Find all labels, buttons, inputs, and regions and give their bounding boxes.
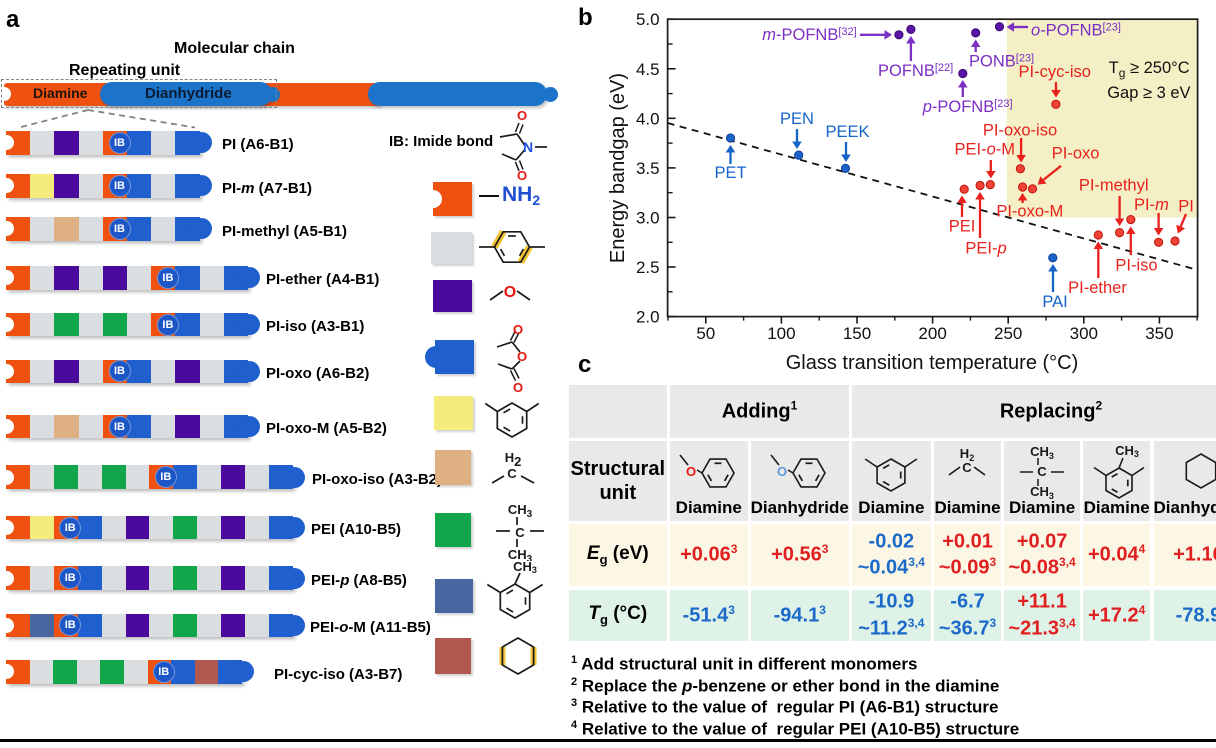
svg-text:PI-ether: PI-ether [1068, 279, 1127, 297]
svg-text:2.5: 2.5 [636, 258, 660, 277]
svg-text:PI-methyl: PI-methyl [1079, 177, 1149, 195]
svg-text:PEI-o-M: PEI-o-M [955, 141, 1016, 159]
svg-text:Glass transition temperature (: Glass transition temperature (°C) [786, 352, 1079, 374]
svg-text:PI-oxo: PI-oxo [1052, 145, 1100, 163]
svg-text:N: N [523, 139, 533, 155]
svg-text:4.5: 4.5 [636, 60, 660, 79]
svg-text:H2: H2 [505, 450, 522, 469]
svg-text:O: O [513, 380, 523, 395]
svg-text:PET: PET [714, 164, 746, 182]
svg-text:O: O [777, 464, 787, 479]
svg-text:m-POFNB[32]: m-POFNB[32] [762, 26, 856, 44]
svg-text:150: 150 [843, 324, 871, 343]
svg-text:Energy bandgap (eV): Energy bandgap (eV) [607, 73, 629, 263]
svg-text:C: C [962, 460, 972, 475]
svg-text:3.0: 3.0 [636, 209, 660, 228]
svg-text:o-POFNB[23]: o-POFNB[23] [1031, 22, 1121, 40]
svg-text:CH3: CH3 [1030, 445, 1054, 461]
svg-text:PEI: PEI [949, 218, 976, 236]
svg-text:CH3: CH3 [508, 502, 533, 520]
svg-text:O: O [517, 168, 527, 183]
svg-text:300: 300 [1070, 324, 1098, 343]
svg-text:CH3: CH3 [1030, 484, 1054, 499]
svg-text:4.0: 4.0 [636, 109, 660, 128]
svg-text:PI-oxo-M: PI-oxo-M [996, 203, 1063, 221]
svg-text:PEN: PEN [780, 110, 814, 128]
svg-text:CH3: CH3 [1115, 445, 1139, 459]
svg-text:PI-oxo-iso: PI-oxo-iso [983, 122, 1057, 140]
svg-text:50: 50 [696, 324, 715, 343]
svg-text:Gap ≥ 3 eV: Gap ≥ 3 eV [1107, 84, 1190, 102]
svg-text:PI-cyc-iso: PI-cyc-iso [1018, 63, 1090, 81]
svg-text:CH3: CH3 [513, 561, 537, 575]
svg-text:C: C [1037, 464, 1047, 479]
svg-text:O: O [504, 284, 516, 301]
svg-text:O: O [513, 322, 523, 337]
svg-text:p-POFNB[23]: p-POFNB[23] [922, 98, 1013, 116]
svg-text:PI-iso: PI-iso [1115, 257, 1157, 275]
svg-text:PAI: PAI [1042, 293, 1067, 311]
svg-text:PI: PI [1178, 198, 1194, 216]
svg-text:5.0: 5.0 [636, 10, 660, 29]
svg-text:C: C [507, 466, 517, 481]
svg-text:Tg ≥ 250°C: Tg ≥ 250°C [1109, 59, 1190, 80]
svg-text:C: C [515, 525, 525, 540]
svg-text:O: O [517, 349, 527, 364]
svg-text:O: O [686, 464, 696, 479]
svg-text:PEEK: PEEK [825, 123, 869, 141]
svg-text:O: O [517, 108, 527, 123]
svg-text:CH3: CH3 [508, 547, 533, 561]
svg-text:2.0: 2.0 [636, 308, 660, 327]
svg-text:POFNB[22]: POFNB[22] [878, 62, 953, 80]
svg-text:350: 350 [1145, 324, 1173, 343]
svg-text:PEI-p: PEI-p [965, 240, 1006, 258]
svg-text:3.5: 3.5 [636, 159, 660, 178]
svg-text:200: 200 [918, 324, 946, 343]
svg-text:250: 250 [994, 324, 1022, 343]
svg-text:PI-m: PI-m [1134, 196, 1169, 214]
svg-text:100: 100 [767, 324, 795, 343]
